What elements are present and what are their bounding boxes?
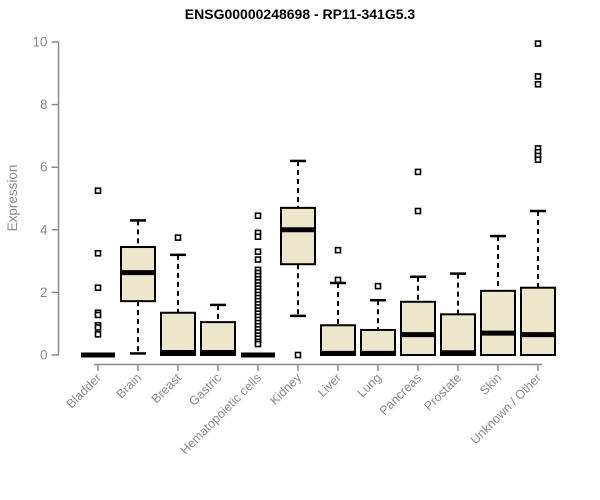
x-tick-label: Liver bbox=[315, 371, 344, 400]
box-iqr bbox=[160, 311, 196, 356]
outlier-point bbox=[94, 249, 102, 257]
x-tick-label: Bladder bbox=[64, 371, 104, 411]
outlier-point bbox=[254, 340, 262, 348]
y-tick-label: 4 bbox=[40, 222, 48, 237]
outlier-point bbox=[534, 40, 542, 47]
outlier-point bbox=[254, 233, 262, 240]
outlier-point bbox=[294, 351, 302, 359]
box-iqr bbox=[360, 328, 396, 356]
median-line bbox=[81, 352, 115, 358]
box-iqr bbox=[440, 313, 476, 356]
box-iqr bbox=[320, 324, 356, 357]
y-tick-label: 6 bbox=[40, 160, 48, 175]
y-tick-label: 0 bbox=[40, 348, 48, 363]
outlier-point bbox=[94, 324, 102, 331]
outlier-point bbox=[534, 80, 542, 88]
box-iqr bbox=[200, 321, 236, 357]
outlier-point bbox=[254, 212, 262, 220]
outlier-point bbox=[334, 276, 342, 284]
outlier-point bbox=[534, 156, 542, 163]
y-axis-title: Expression bbox=[5, 165, 20, 232]
y-tick-label: 8 bbox=[40, 97, 48, 112]
x-tick-label: Breast bbox=[149, 370, 185, 406]
x-tick-label: Brain bbox=[114, 371, 145, 402]
y-tick-label: 2 bbox=[40, 285, 48, 300]
box-iqr bbox=[520, 286, 556, 356]
x-tick-label: Kidney bbox=[267, 370, 304, 407]
outlier-point bbox=[94, 284, 102, 292]
outlier-point bbox=[94, 331, 102, 338]
x-tick-label: Pancreas bbox=[377, 371, 424, 418]
outlier-point bbox=[414, 168, 422, 176]
outlier-point bbox=[534, 73, 542, 80]
outlier-point bbox=[334, 246, 342, 254]
outlier-point bbox=[374, 282, 382, 290]
x-tick-label: Prostate bbox=[421, 371, 464, 414]
outlier-point bbox=[94, 187, 102, 194]
box-iqr bbox=[480, 289, 516, 356]
outlier-point bbox=[94, 311, 102, 319]
y-tick-label: 10 bbox=[32, 35, 47, 50]
outlier-point bbox=[254, 248, 262, 256]
outlier-point bbox=[414, 207, 422, 215]
x-tick-label: Unknown / Other bbox=[468, 371, 544, 447]
median-line bbox=[241, 352, 275, 358]
outlier-point bbox=[174, 234, 182, 241]
box-iqr bbox=[280, 206, 316, 266]
outlier-point bbox=[254, 256, 262, 263]
x-tick-label: Lung bbox=[355, 371, 385, 401]
x-tick-label: Skin bbox=[477, 371, 504, 398]
box-iqr bbox=[400, 300, 436, 357]
x-tick-label: Gastric bbox=[186, 371, 224, 409]
chart-title: ENSG00000248698 - RP11-341G5.3 bbox=[184, 6, 416, 22]
